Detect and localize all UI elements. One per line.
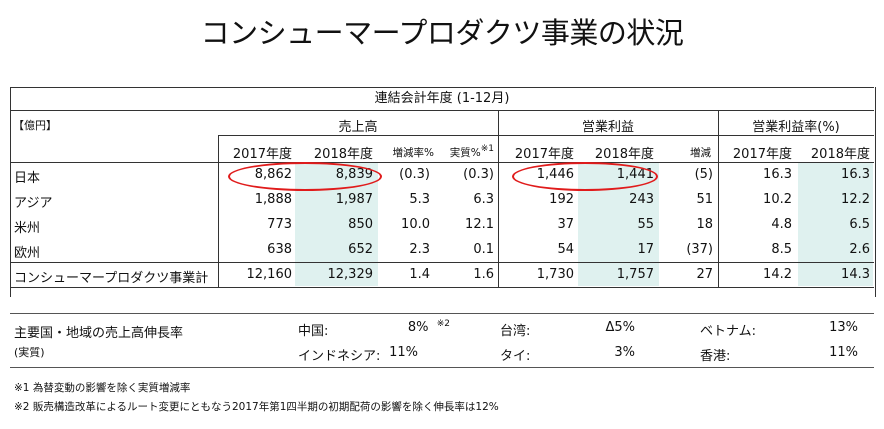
table-frame xyxy=(10,87,876,297)
total-op-change: 27 xyxy=(696,267,713,282)
total-sales-2017: 12,160 xyxy=(246,267,293,282)
row-sales-2017: 773 xyxy=(267,217,292,232)
highlight-oval-op-japan xyxy=(512,162,658,191)
growth-sublabel: (実質) xyxy=(14,346,45,359)
row-op-2017: 192 xyxy=(549,192,574,207)
row-op-2017: 37 xyxy=(557,217,574,232)
row-sales-2018: 1,987 xyxy=(335,192,373,207)
growth-name-china: 中国: xyxy=(298,324,329,339)
growth-name-thailand: タイ: xyxy=(500,349,531,364)
subheader-op-change: 増減 xyxy=(690,147,711,159)
group-header-op-margin: 営業利益率(%) xyxy=(752,120,840,135)
row-region: 日本 xyxy=(14,171,41,186)
row-margin-2018: 6.5 xyxy=(849,217,870,232)
row-margin-2018: 2.6 xyxy=(849,242,870,257)
growth-value-indonesia: 11% xyxy=(389,345,418,360)
row-op-change: 18 xyxy=(696,217,713,232)
growth-name-vietnam: ベトナム: xyxy=(700,324,756,339)
row-margin-2017: 4.8 xyxy=(771,217,792,232)
growth-value-thailand: 3% xyxy=(614,345,635,360)
fiscal-year-header: 連結会計年度 (1-12月) xyxy=(10,87,874,111)
growth-name-hongkong: 香港: xyxy=(700,349,731,364)
subheader-margin-2017: 2017年度 xyxy=(732,147,792,162)
row-sales-2017: 1,888 xyxy=(254,192,292,207)
row-sales-real: 0.1 xyxy=(473,242,494,257)
row-region: アジア xyxy=(14,196,53,211)
growth-name-indonesia: インドネシア: xyxy=(298,349,381,364)
growth-name-taiwan: 台湾: xyxy=(500,324,531,339)
table-bottom-line xyxy=(10,287,874,288)
growth-top-line xyxy=(10,313,874,314)
row-sales-real: 6.3 xyxy=(473,192,494,207)
row-sales-real: 12.1 xyxy=(465,217,494,232)
group-underline-sales xyxy=(218,135,498,136)
total-sales-2018: 12,329 xyxy=(327,267,374,282)
row-margin-2017: 8.5 xyxy=(771,242,792,257)
growth-value-china: 8% ※2 xyxy=(407,319,450,335)
row-sales-2017: 638 xyxy=(267,242,292,257)
subheader-underline xyxy=(10,162,874,163)
footnote-2: ※2 販売構造改革によるルート変更にともなう2017年第1四半期の初期配荷の影響… xyxy=(14,401,499,413)
row-op-2018: 243 xyxy=(629,192,654,207)
growth-value-hongkong: 11% xyxy=(829,345,858,360)
unit-label: 【億円】 xyxy=(13,119,57,132)
growth-bottom-line xyxy=(10,367,874,368)
growth-value-vietnam: 13% xyxy=(829,320,858,335)
total-margin-2018: 14.3 xyxy=(841,267,870,282)
footnote-1: ※1 為替変動の影響を除く実質増減率 xyxy=(14,382,191,394)
row-op-2017: 54 xyxy=(557,242,574,257)
group-header-op-profit: 営業利益 xyxy=(581,120,634,135)
total-sales-real: 1.6 xyxy=(473,267,494,282)
row-margin-2018: 12.2 xyxy=(841,192,870,207)
subheader-sales-real: 実質%※1 xyxy=(449,144,494,159)
group-underline-op xyxy=(498,135,718,136)
group-header-sales: 売上高 xyxy=(338,120,378,135)
row-op-change: (37) xyxy=(686,242,713,257)
row-sales-change: 2.3 xyxy=(409,242,430,257)
row-sales-2018: 850 xyxy=(348,217,373,232)
row-sales-change: 5.3 xyxy=(409,192,430,207)
subheader-sales-2017: 2017年度 xyxy=(232,147,292,162)
subheader-op-2017: 2017年度 xyxy=(514,147,574,162)
row-op-change: 51 xyxy=(696,192,713,207)
subheader-margin-2018: 2018年度 xyxy=(810,147,870,162)
group-underline-margin xyxy=(718,135,874,136)
subheader-op-2018: 2018年度 xyxy=(594,147,654,162)
row-op-change: (5) xyxy=(694,167,713,182)
total-region: コンシューマープロダクツ事業計 xyxy=(14,271,209,286)
row-region: 米州 xyxy=(14,221,41,236)
total-op-2017: 1,730 xyxy=(536,267,574,282)
row-region: 欧州 xyxy=(14,246,41,261)
subheader-sales-change: 増減率% xyxy=(392,147,434,159)
row-op-2018: 55 xyxy=(637,217,654,232)
row-op-2018: 17 xyxy=(637,242,654,257)
total-top-line xyxy=(10,262,874,263)
separator-sales xyxy=(218,135,219,287)
row-margin-2017: 10.2 xyxy=(763,192,792,207)
page-title: コンシューマープロダクツ事業の状況 xyxy=(200,16,684,50)
growth-label: 主要国・地域の売上高伸長率 xyxy=(14,326,184,341)
growth-value-taiwan: Δ5% xyxy=(605,320,635,335)
separator-op xyxy=(498,110,499,287)
total-sales-change: 1.4 xyxy=(409,267,430,282)
subheader-sales-2018: 2018年度 xyxy=(313,147,373,162)
shade-margin-2018 xyxy=(798,163,873,286)
separator-margin xyxy=(718,110,719,287)
row-sales-2018: 652 xyxy=(348,242,373,257)
row-sales-real: (0.3) xyxy=(463,167,494,182)
total-op-2018: 1,757 xyxy=(616,267,654,282)
highlight-oval-sales-japan xyxy=(228,162,382,191)
row-sales-change: (0.3) xyxy=(399,167,430,182)
row-margin-2018: 16.3 xyxy=(841,167,870,182)
total-margin-2017: 14.2 xyxy=(763,267,792,282)
row-sales-change: 10.0 xyxy=(401,217,430,232)
row-margin-2017: 16.3 xyxy=(763,167,792,182)
